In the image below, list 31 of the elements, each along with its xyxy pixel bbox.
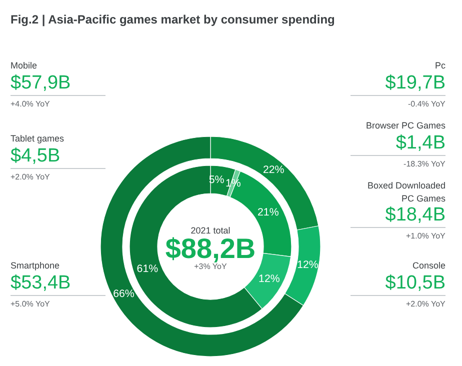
- data-label: 12%: [258, 272, 280, 285]
- data-label: 66%: [113, 288, 135, 300]
- text: +3% YoY: [194, 262, 228, 271]
- text: Boxed Downloaded PC Games: [367, 180, 446, 204]
- data-label: 12%: [297, 259, 319, 272]
- text: $10,5B: [385, 272, 446, 294]
- text: +4.0% YoY: [10, 100, 51, 108]
- text: $1,4B: [396, 132, 446, 154]
- data-label: 21%: [258, 206, 280, 218]
- text: $18,4B: [385, 204, 446, 226]
- text: -18.3% YoY: [404, 160, 446, 168]
- text: Console: [412, 260, 446, 270]
- text: $4,5B: [10, 146, 60, 166]
- text: Mobile: [10, 60, 38, 70]
- text: +1.0% YoY: [406, 232, 446, 240]
- text: +5.0% YoY: [10, 300, 51, 308]
- data-label: 61%: [136, 263, 159, 276]
- text: $53,4B: [10, 272, 71, 294]
- text: Pc: [434, 60, 446, 70]
- text: +2.0% YoY: [406, 300, 446, 308]
- text: $57,9B: [10, 72, 71, 94]
- text: Smartphone: [10, 260, 60, 270]
- chart-title: Fig.2 | Asia-Pacific games market by consumer spending: [10, 12, 335, 26]
- text: $19,7B: [385, 72, 446, 94]
- data-label: 22%: [262, 164, 285, 176]
- text: 2021 total: [190, 226, 230, 236]
- text: Tablet games: [10, 134, 65, 144]
- text: +2.0% YoY: [10, 172, 51, 182]
- text: -0.4% YoY: [408, 100, 446, 108]
- text: $88,2B: [165, 233, 256, 264]
- text: Browser PC Games: [366, 120, 446, 130]
